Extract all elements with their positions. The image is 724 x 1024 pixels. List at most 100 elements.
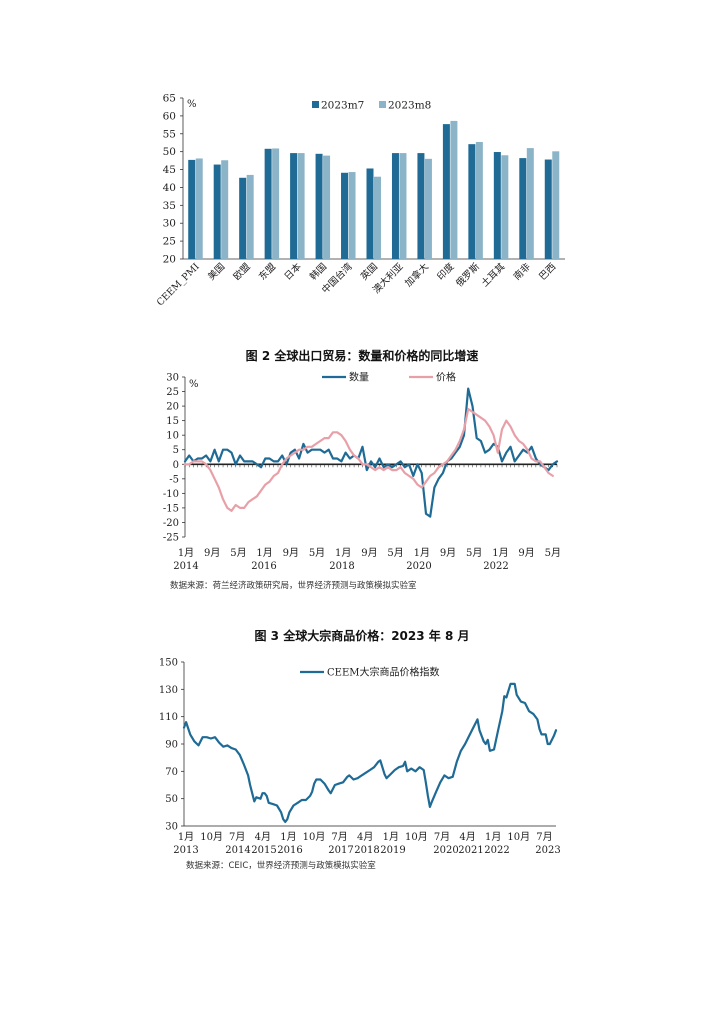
commodity-price-line-chart-svg: 30 50 70 90 110 130 150 1月 10月 7月 4月 1月 10月 7月 4月 1月 10月… [159, 658, 561, 857]
x-year-label: 2017 [328, 845, 353, 856]
x-tick-label: 10月 [405, 831, 428, 843]
y-tick-label: 15 [166, 416, 179, 427]
bar-2023m7 [519, 158, 527, 259]
y-tick-label: 35 [163, 200, 176, 212]
chart3-source: 数据来源：CEIC，世界经济预测与政策模拟实验室 [186, 861, 376, 871]
x-year-label: 2020 [406, 561, 431, 572]
x-tick-label: 10月 [200, 831, 223, 843]
legend-label: 价格 [436, 371, 456, 384]
y-tick-label: 25 [166, 387, 179, 398]
bar-2023m8 [424, 158, 432, 259]
bar-2023m7 [264, 148, 272, 259]
x-tick-label: 5月 [387, 547, 403, 559]
y-tick-label: 70 [165, 767, 178, 778]
y-tick-label: 0 [173, 460, 179, 471]
bar-2023m8 [348, 172, 356, 259]
x-year-label: 2021 [458, 845, 483, 856]
x-tick-label: 9月 [283, 547, 299, 559]
bar-2023m7 [417, 153, 425, 259]
bar-2023m8 [399, 153, 407, 259]
legend-swatch [312, 101, 319, 108]
x-year-label: 2016 [277, 845, 302, 856]
y-tick-label: -5 [169, 474, 179, 485]
y-tick-label: 55 [163, 128, 176, 140]
x-year-label: 2016 [251, 561, 276, 572]
bar-2023m8 [323, 155, 331, 259]
bar-2023m8 [221, 160, 229, 259]
bar-2023m7 [341, 172, 349, 259]
x-tick-label: 1月 [178, 547, 194, 559]
x-tick-label: 5月 [545, 547, 561, 559]
y-tick-label: 25 [163, 236, 176, 248]
bar-2023m7 [366, 168, 374, 259]
x-tick-label: 7月 [434, 831, 450, 843]
y-tick-label: 90 [165, 740, 178, 751]
y-tick-label: 50 [163, 146, 176, 158]
y-unit-label: % [189, 379, 199, 390]
y-tick-label: 150 [159, 658, 178, 669]
x-tick-label: 4月 [357, 831, 373, 843]
bar-2023m8 [450, 120, 458, 259]
x-tick-label: 9月 [361, 547, 377, 559]
x-tick-label: 1月 [280, 831, 296, 843]
y-tick-label: 5 [173, 445, 179, 456]
legend-label: 数量 [349, 371, 369, 384]
chart2-title: 图 2 全球出口贸易：数量和价格的同比增速 [245, 349, 479, 363]
y-tick-label: 20 [166, 402, 179, 413]
bar-2023m7 [493, 152, 501, 259]
bar-2023m7 [239, 177, 247, 259]
x-tick-label: 1月 [256, 547, 272, 559]
legend-label: 2023m7 [321, 100, 364, 112]
x-tick-label: 9月 [204, 547, 220, 559]
x-tick-label: 1月 [414, 547, 430, 559]
bar-2023m7 [442, 124, 450, 260]
bar-2023m8 [374, 176, 381, 259]
legend-label: 2023m8 [388, 100, 431, 112]
x-year-label: 2020 [433, 845, 458, 856]
x-year-label: 2015 [251, 845, 276, 856]
bar-2023m8 [297, 153, 305, 259]
bar-2023m8 [246, 174, 254, 259]
export-trade-line-chart: -25 -20 -15 -10 -5 0 5 10 15 20 25 30% 1月 9月 5月 1月 9月 5月 1… [163, 371, 561, 573]
legend-swatch [379, 101, 386, 108]
bar-2023m7 [315, 153, 323, 259]
x-tick-label: 7月 [331, 831, 347, 843]
x-year-label: 2018 [354, 845, 379, 856]
x-tick-label: 1月 [485, 831, 501, 843]
x-tick-label: 4月 [255, 831, 271, 843]
y-tick-label: 40 [163, 182, 176, 194]
y-tick-label: 110 [159, 712, 178, 723]
bar-2023m8 [526, 148, 534, 259]
x-year-label: 2014 [173, 561, 198, 572]
x-tick-label: 5月 [309, 547, 325, 559]
commodity-price-line-chart: 30 50 70 90 110 130 150 1月 10月 7月 4月 1月 10月 7月 4月 1月 10月… [159, 658, 561, 857]
y-unit-label: % [187, 99, 197, 110]
x-tick-label: 5月 [466, 547, 482, 559]
export-trade-line-chart-svg: -25 -20 -15 -10 -5 0 5 10 15 20 25 30% 1月 9月 5月 1月 9月 5月 1… [163, 371, 561, 573]
series-line-价格 [183, 407, 554, 512]
legend-label: CEEM大宗商品价格指数 [327, 666, 440, 679]
y-tick-label: 45 [163, 164, 176, 176]
bar-2023m7 [468, 144, 476, 259]
series-line-CEEM大宗商品价格指数 [182, 682, 558, 824]
bar-2023m7 [290, 153, 298, 259]
x-tick-label: 1月 [178, 831, 194, 843]
x-year-label: 2022 [484, 845, 509, 856]
x-year-label: 2018 [329, 561, 354, 572]
bar-2023m7 [544, 159, 552, 259]
bar-2023m8 [195, 158, 203, 259]
y-tick-label: 10 [166, 431, 179, 442]
y-tick-label: 20 [163, 254, 176, 266]
y-tick-label: 30 [166, 373, 179, 384]
bar-2023m7 [391, 153, 399, 259]
x-year-label: 2014 [225, 845, 250, 856]
x-tick-label: 4月 [459, 831, 475, 843]
y-tick-label: 30 [163, 218, 176, 230]
x-tick-label: 5月 [230, 547, 246, 559]
x-tick-label: 7月 [229, 831, 245, 843]
bar-2023m8 [272, 148, 280, 259]
pmi-bar-chart: 20 25 30 35 40 45 50 55 60 65% CEEM_PMI 美国 欧盟 东盟 日本 韩国中… [0, 0, 724, 320]
x-tick-label: 10月 [507, 831, 530, 843]
x-tick-label: 10月 [303, 831, 326, 843]
